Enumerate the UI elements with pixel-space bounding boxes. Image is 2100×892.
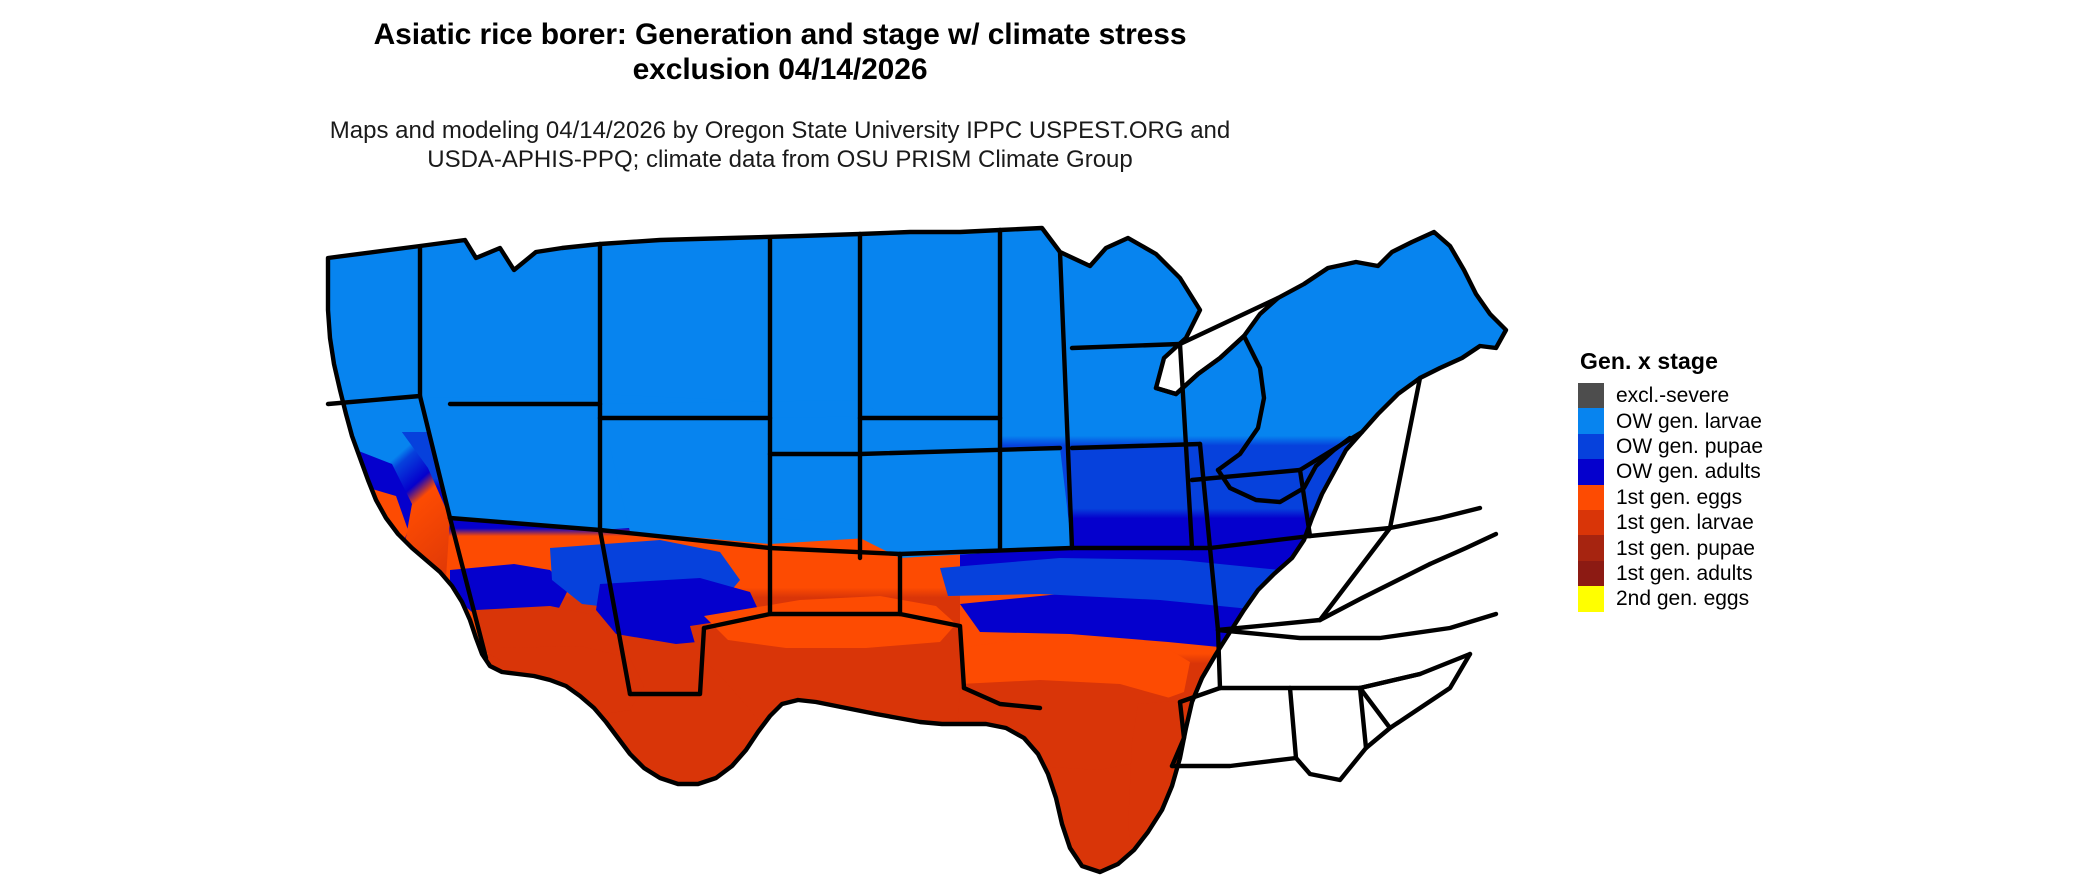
legend-color-swatch [1578,408,1604,434]
legend-color-swatch [1578,509,1604,536]
us-map-container [300,218,1560,878]
legend-color-swatch [1578,433,1604,460]
legend-entry-label: excl.-severe [1616,384,1730,408]
page-subtitle-line1: Maps and modeling 04/14/2026 by Oregon S… [329,117,1231,144]
legend-entry-label: 1st gen. pupae [1616,536,1755,560]
legend-entry-label: 2nd gen. eggs [1616,587,1750,611]
legend-entry: OW gen. larvae [1578,408,1918,434]
legend-entry: 1st gen. adults [1578,560,1918,587]
page-subtitle: Maps and modeling 04/14/2026 by Oregon S… [0,116,1560,175]
legend-entry-list: excl.-severe OW gen. larvae OW gen. pupae O… [1578,383,1918,612]
page-title-line1: Asiatic rice borer: Generation and stage… [373,18,1187,51]
legend-color-swatch [1578,459,1604,485]
legend-entry-label: 1st gen. eggs [1616,485,1743,509]
legend-color-swatch [1578,484,1604,510]
state-boundaries [325,225,1509,875]
map-legend: Gen. x stage excl.-severe OW gen. larvae O… [1578,348,1918,612]
legend-color-swatch [1578,535,1604,561]
legend-title: Gen. x stage [1580,348,1718,374]
legend-entry: OW gen. adults [1578,459,1918,485]
legend-entry: excl.-severe [1578,383,1918,409]
legend-entry: 1st gen. pupae [1578,535,1918,561]
legend-entry-label: 1st gen. larvae [1616,511,1754,535]
page-title-line2: exclusion 04/14/2026 [632,52,928,86]
legend-entry-label: OW gen. larvae [1616,409,1762,433]
legend-entry: 1st gen. larvae [1578,509,1918,536]
map-raster-layer [328,228,1506,872]
legend-color-swatch [1578,560,1604,587]
legend-entry-label: OW gen. pupae [1616,434,1764,458]
legend-color-swatch [1578,586,1604,612]
page-title: Asiatic rice borer: Generation and stage… [0,18,1560,88]
us-choropleth-map [325,225,1509,875]
legend-entry: 1st gen. eggs [1578,484,1918,510]
legend-entry-label: 1st gen. adults [1616,561,1753,585]
legend-color-swatch [1578,383,1604,409]
legend-entry: 2nd gen. eggs [1578,586,1918,612]
legend-entry: OW gen. pupae [1578,433,1918,460]
page-subtitle-line2: USDA-APHIS-PPQ; climate data from OSU PR… [427,146,1133,174]
legend-entry-label: OW gen. adults [1616,460,1761,484]
